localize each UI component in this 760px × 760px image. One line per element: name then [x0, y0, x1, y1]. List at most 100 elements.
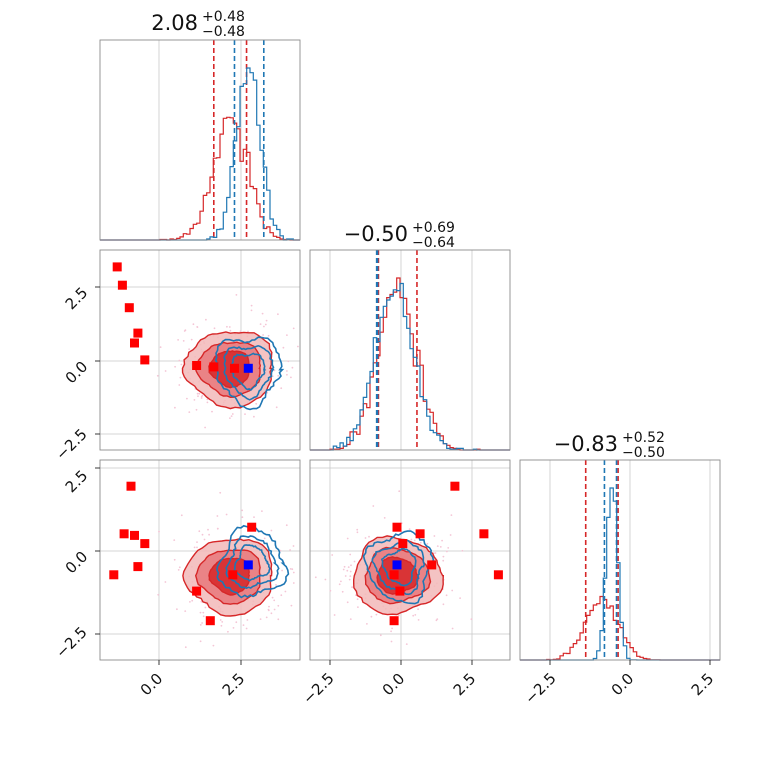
sample-point: [291, 568, 294, 571]
blue-contour-1: [371, 539, 426, 596]
sample-point: [286, 334, 288, 336]
sample-point: [342, 568, 345, 571]
sample-point: [192, 323, 195, 326]
hist-step-red: [100, 116, 300, 241]
sample-point: [390, 630, 392, 633]
sample-point: [442, 559, 445, 562]
sample-point: [356, 531, 359, 534]
sample-point: [202, 615, 205, 618]
sample-point: [229, 329, 232, 332]
sample-point: [344, 575, 347, 577]
hist-param2-bars: [310, 250, 510, 451]
sample-point: [275, 406, 278, 409]
sample-point: [241, 516, 244, 519]
title-param2-minus: −0.64: [412, 235, 455, 251]
sample-point: [186, 397, 188, 400]
sample-point: [273, 608, 276, 611]
panel-2d-param1-param2: 2.5 0.0 −2.5: [52, 249, 301, 464]
red-marker-0: [392, 522, 402, 532]
sample-point: [286, 370, 288, 372]
sample-point: [277, 604, 280, 607]
panel-2d-param2-param3: −2.5 0.0 2.5: [299, 459, 511, 708]
red-marker-4: [479, 529, 489, 539]
sample-point: [174, 365, 177, 368]
sample-point: [267, 334, 270, 337]
sample-point: [370, 615, 373, 618]
red-marker-7: [389, 570, 399, 580]
xtick-p2-3: 2.5: [450, 670, 480, 700]
sample-point: [196, 546, 198, 549]
sample-point: [213, 327, 216, 330]
sample-point: [417, 619, 420, 621]
red-marker-5: [133, 562, 143, 572]
sample-point: [379, 634, 382, 637]
sample-point: [405, 643, 408, 645]
red-marker-4: [140, 539, 150, 549]
sample-point: [180, 514, 183, 517]
blue-marker: [392, 560, 402, 570]
xtick-p1-2: 2.5: [219, 670, 249, 700]
panel-hist-param1: 2.08 +0.48 −0.48: [99, 9, 301, 241]
sample-point: [343, 565, 346, 568]
sample-point: [446, 550, 448, 553]
sample-point: [156, 374, 159, 377]
sample-point: [286, 373, 288, 376]
title-param2-value: −0.50: [344, 222, 408, 246]
sample-point: [174, 406, 176, 409]
sample-point: [201, 533, 204, 536]
sample-point: [253, 516, 255, 518]
panel-hist-param2: −0.50 +0.69 −0.64: [309, 220, 511, 451]
sample-point: [216, 527, 219, 530]
red-marker-8: [230, 363, 239, 373]
red-marker-2: [130, 530, 139, 540]
sample-point: [449, 534, 452, 536]
blue-contour-1: [223, 344, 275, 401]
red-marker-7: [205, 616, 215, 626]
sample-point: [265, 616, 268, 619]
sample-point: [196, 392, 199, 395]
sample-point: [408, 528, 411, 530]
sample-point: [331, 554, 334, 556]
sample-point: [349, 618, 352, 620]
sample-point: [349, 575, 352, 577]
sample-point: [196, 541, 198, 543]
sample-point: [201, 622, 204, 624]
sample-point: [271, 596, 274, 599]
sample-point: [282, 346, 285, 349]
sample-point: [250, 309, 253, 312]
sample-point: [178, 359, 181, 362]
sample-point: [341, 590, 344, 593]
xtick-p3-3: 2.5: [688, 670, 718, 700]
sample-point: [177, 569, 180, 571]
sample-point: [413, 539, 416, 542]
sample-point: [208, 533, 211, 536]
sample-point: [157, 593, 160, 596]
sample-point: [277, 313, 279, 316]
panel-frame-a: [99, 39, 301, 241]
sample-point: [261, 312, 264, 315]
sample-point: [200, 397, 203, 399]
title-param1-plus: +0.48: [202, 9, 245, 25]
sample-point: [229, 417, 231, 419]
sample-point: [196, 326, 199, 328]
sample-point: [178, 566, 181, 569]
sample-point: [227, 630, 229, 633]
blue-contour-0: [216, 524, 290, 599]
sample-point: [291, 366, 294, 369]
panel-frame-f: [519, 459, 721, 661]
sample-point: [470, 618, 473, 621]
sample-point: [259, 323, 262, 325]
sample-point: [199, 624, 202, 626]
sample-point: [180, 363, 183, 366]
red-marker-2: [415, 529, 425, 539]
sample-point: [263, 325, 265, 328]
hist-step-red: [310, 277, 510, 451]
sample-point: [179, 376, 182, 379]
ytick-p3-1: 2.5: [62, 467, 92, 497]
sample-point: [207, 528, 209, 531]
red-marker-4: [130, 338, 139, 348]
blue-contour-2: [380, 547, 417, 587]
sample-point: [273, 369, 276, 372]
title-param3-minus: −0.50: [622, 445, 665, 461]
